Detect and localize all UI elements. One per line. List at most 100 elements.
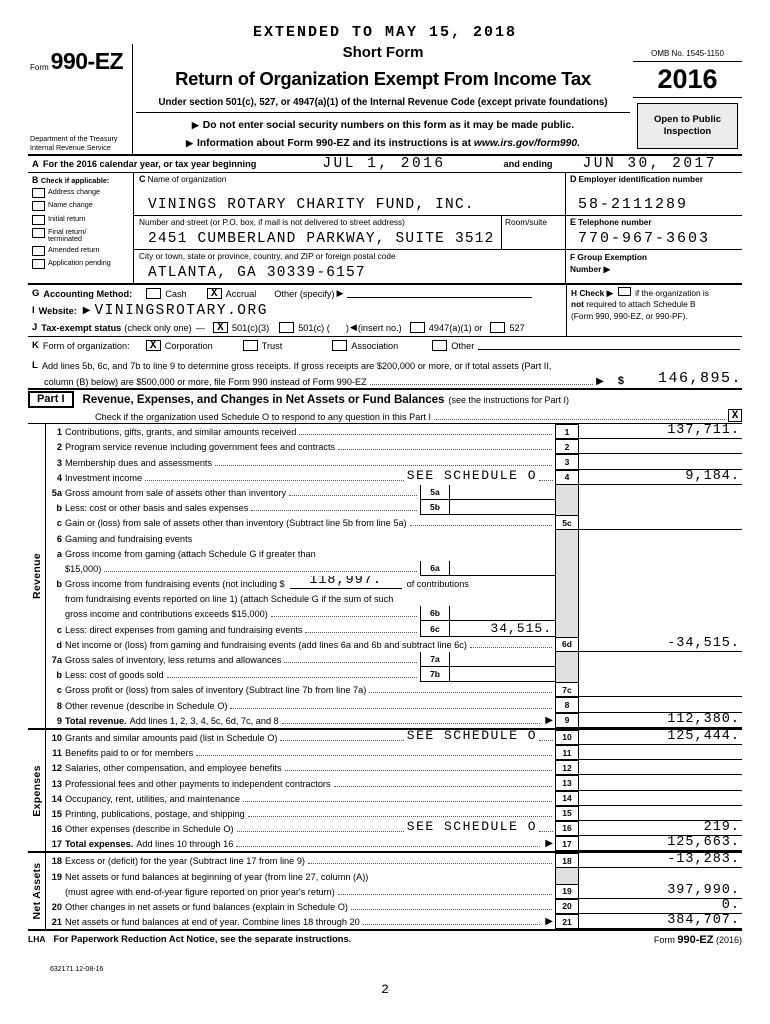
line-description-text: Less: direct expenses from gaming and fu… [65, 624, 303, 635]
dotted-leader [469, 646, 552, 648]
omb-number: OMB No. 1545-1150 [633, 44, 742, 62]
line-number: 18 [51, 856, 62, 867]
line-description-text: Less: cost or other basis and sales expe… [65, 503, 249, 514]
irs-url: www.irs.gov/form990. [473, 138, 580, 149]
line-amount [579, 530, 742, 545]
form-line-row: 12 Salaries, other compensation, and empl… [46, 760, 742, 776]
line-amount [579, 546, 742, 561]
line-amount [579, 868, 742, 883]
sub-amount-value [450, 485, 555, 499]
tax-year-begin-value: JUL 1, 2016 [322, 156, 446, 172]
line-amount [579, 606, 742, 621]
sub-amount-value [450, 606, 555, 620]
line-description-text: Gross sales of inventory, less returns a… [65, 655, 282, 665]
line-number: c [56, 518, 62, 529]
checkbox [32, 259, 45, 270]
omb-year-block: OMB No. 1545-1150 2016 Open to Public In… [633, 44, 742, 154]
line-number: b [56, 670, 62, 681]
line-number: b [56, 579, 62, 590]
form-content: EXTENDED TO MAY 15, 2018 Form 990-EZ Dep… [28, 24, 742, 946]
checkbox [32, 188, 45, 199]
line-number: 7a [51, 655, 62, 665]
line-description-text: Gross profit or (loss) from sales of inv… [65, 685, 367, 696]
ssn-warning: ▶ Do not enter social security numbers on… [191, 120, 575, 131]
line-number: 16 [51, 824, 62, 835]
line-description: Total expenses. Add lines 10 through 16 ▶ [65, 836, 555, 851]
line-ref-box [555, 560, 579, 576]
checkbox-501c3: X [212, 322, 228, 334]
line-description: Contributions, gifts, grants, and simila… [65, 424, 555, 439]
checkbox [32, 201, 45, 212]
dotted-leader [166, 677, 417, 679]
line-description: Other changes in net assets or fund bala… [65, 899, 555, 914]
form-line-row: 7a Gross sales of inventory, less returns… [46, 651, 742, 667]
room-suite-field: Room/suite [501, 216, 565, 249]
part1-header: Part I Revenue, Expenses, and Changes in… [28, 390, 742, 408]
checkbox-initial-return: Initial return [32, 215, 133, 225]
line-amount [579, 697, 742, 713]
line-description: Net assets or fund balances at beginning… [65, 868, 555, 883]
gl-block: G Accounting Method: Cash X Accrual Othe… [28, 285, 742, 390]
sub-amount-box: 6a [420, 560, 555, 576]
form-line-row: 1 Contributions, gifts, grants, and simil… [46, 423, 742, 440]
line-description: Professional fees and other payments to … [65, 775, 555, 790]
part1-section: Net Assets 18 Excess or (deficit) for the … [28, 852, 742, 932]
group-exemption-field: F Group Exemption Number ▶ [570, 251, 647, 274]
line-number: 14 [51, 793, 62, 804]
line-description-text: gross income and contributions exceeds $… [65, 609, 268, 620]
sub-line-ref: 6b [420, 606, 450, 621]
form-line-row: c Gross profit or (loss) from sales of in… [46, 682, 742, 698]
line-ref-box [555, 530, 579, 546]
pointer-left-icon: ◀ [349, 322, 357, 332]
pointer-icon: ▶ [545, 838, 553, 850]
form-line-row: b Gross income from fundraising events (n… [46, 575, 742, 592]
line-description-text: Salaries, other compensation, and employ… [65, 763, 282, 774]
phone-value: 770-967-3603 [578, 229, 711, 247]
form-line-row: 14 Occupancy, rent, utilities, and mainte… [46, 790, 742, 806]
sub-amount-value [450, 561, 555, 575]
form-line-row: 4 Investment income SEE SCHEDULE O 4 9,184. [46, 469, 742, 485]
line-ref-box [555, 606, 579, 622]
line-amount [579, 576, 742, 591]
line-amount: 112,380. [579, 712, 742, 728]
line-description: Gross income from fundraising events (no… [65, 576, 555, 591]
line-amount [579, 500, 742, 515]
line-description: Gross amount from sale of assets other t… [65, 485, 420, 500]
line-description-text: Add lines 1, 2, 3, 4, 5c, 6d, 7c, and 8 [129, 715, 279, 726]
dotted-leader [333, 785, 552, 787]
short-form-title: Short Form [342, 44, 424, 61]
line-amount [579, 682, 742, 698]
checkbox-application-pending: Application pending [32, 259, 133, 270]
form-line-row: $15,000) 6a [46, 560, 742, 576]
identity-block: B Check if applicable: Address change Na… [28, 173, 742, 285]
sub-amount-box: 6c 34,515. [420, 621, 555, 637]
line-description-text: Gross amount from sale of assets other t… [65, 487, 287, 498]
line-a-tax-year: A For the 2016 calendar year, or tax yea… [28, 156, 742, 173]
line-number: 2 [56, 442, 62, 453]
line-description-text: Other expenses (describe in Schedule O) [65, 824, 234, 835]
form-line-row: d Net income or (loss) from gaming and fu… [46, 636, 742, 652]
line-number: 13 [51, 778, 62, 789]
form-line-row: 5a Gross amount from sale of assets other… [46, 484, 742, 500]
line-letter: B [32, 175, 39, 185]
pointer-icon: ▶ [545, 714, 553, 726]
line-number: 19 [51, 871, 62, 882]
line-amount [579, 667, 742, 682]
form-line-row: gross income and contributions exceeds $… [46, 606, 742, 622]
dotted-leader [251, 510, 417, 512]
form-line-row: 17 Total expenses. Add lines 10 through 16… [46, 835, 742, 852]
see-schedule-o-note: SEE SCHEDULE O [406, 469, 537, 483]
dept-line1: Department of the Treasury [30, 134, 118, 143]
pointer-icon: ▶ [545, 916, 553, 928]
line-description: Occupancy, rent, utilities, and maintena… [65, 791, 555, 806]
line-ref-box: 3 [555, 454, 579, 470]
pointer-icon: ▶ [191, 120, 199, 130]
line-number: 6 [56, 533, 62, 544]
open-to-public-box: Open to Public Inspection [637, 103, 738, 149]
line-amount [579, 806, 742, 821]
line-description: $15,000) [65, 561, 420, 576]
line-description: Other expenses (describe in Schedule O) S… [65, 821, 555, 836]
preparer-code: 632171 12-08-16 [50, 966, 104, 973]
city-field: City or town, state or province, country… [139, 250, 396, 281]
